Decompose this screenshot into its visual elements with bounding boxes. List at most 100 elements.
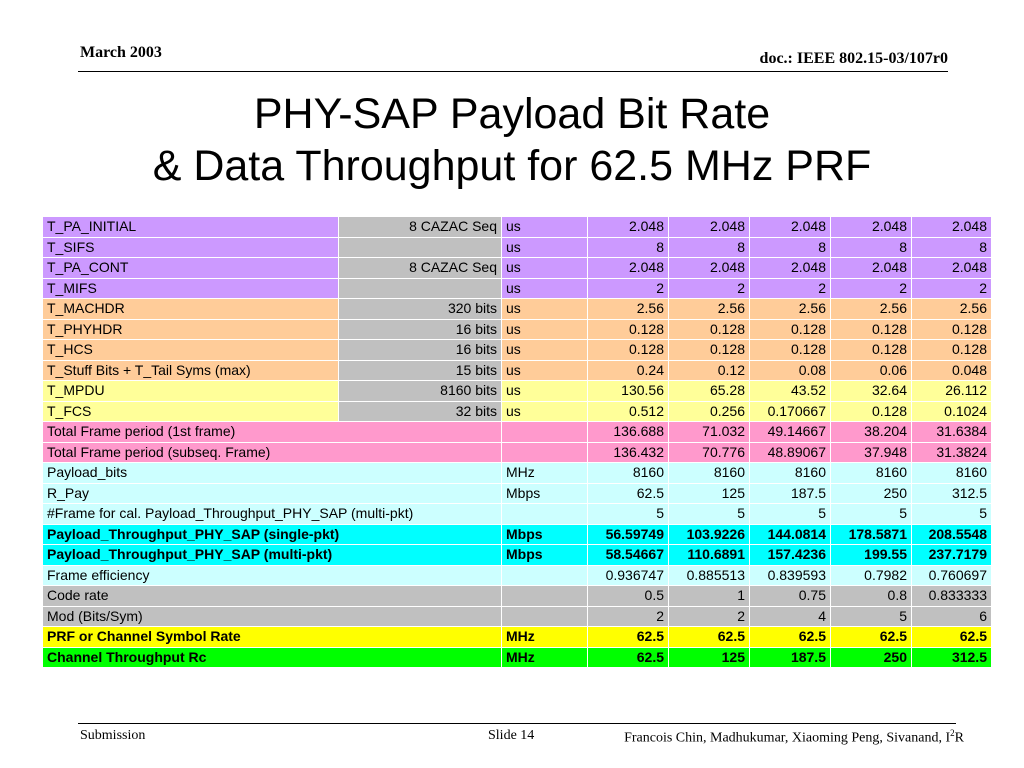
row-value: 2 [668, 605, 750, 627]
table-row: T_SIFS us 8 8 8 8 8 [42, 236, 992, 258]
row-value: 37.948 [830, 441, 912, 463]
row-value: 312.5 [911, 482, 992, 504]
row-value: 0.12 [668, 359, 750, 381]
row-value: 136.688 [587, 421, 669, 443]
row-unit [501, 605, 588, 627]
table-row: PRF or Channel Symbol Rate MHz 62.5 62.5 62.… [42, 626, 992, 648]
row-value: 8160 [749, 462, 831, 484]
row-value: 2.048 [587, 216, 669, 238]
row-value: 8 [668, 236, 750, 258]
throughput-table: T_PA_INITIAL 8 CAZAC Seq us 2.048 2.048 2.048… [42, 216, 992, 668]
row-bits: 15 bits [338, 359, 502, 381]
row-label: R_Pay [42, 482, 502, 504]
row-unit: us [501, 236, 588, 258]
footer-authors: Francois Chin, Madhukumar, Xiaoming Peng… [624, 728, 964, 747]
row-value: 0.170667 [749, 400, 831, 422]
row-value: 8 [911, 236, 992, 258]
table-row: T_FCS 32 bits us 0.512 0.256 0.170667 0.128 0.1… [42, 400, 992, 422]
row-value: 65.28 [668, 380, 750, 402]
table-row: T_PA_CONT 8 CAZAC Seq us 2.048 2.048 2.048 2.0… [42, 257, 992, 279]
row-bits: 32 bits [338, 400, 502, 422]
row-value: 0.75 [749, 585, 831, 607]
row-value: 2.048 [830, 216, 912, 238]
row-value: 32.64 [830, 380, 912, 402]
row-value: 58.54667 [587, 544, 669, 566]
row-label: T_FCS [42, 400, 339, 422]
row-value: 250 [830, 646, 912, 668]
row-unit: us [501, 318, 588, 340]
row-label: T_MACHDR [42, 298, 339, 320]
row-value: 62.5 [587, 482, 669, 504]
footer-authors-end: R [954, 730, 964, 746]
row-value: 2.56 [911, 298, 992, 320]
row-value: 0.7982 [830, 564, 912, 586]
row-value: 125 [668, 482, 750, 504]
row-value: 0.512 [587, 400, 669, 422]
row-unit [501, 441, 588, 463]
row-value: 62.5 [587, 626, 669, 648]
table-row: T_MPDU 8160 bits us 130.56 65.28 43.52 32.64 26… [42, 380, 992, 402]
table-row: Mod (Bits/Sym) 2 2 4 5 6 [42, 605, 992, 627]
row-label: T_PA_INITIAL [42, 216, 339, 238]
row-value: 2.56 [668, 298, 750, 320]
row-value: 144.0814 [749, 523, 831, 545]
row-unit: us [501, 380, 588, 402]
table-row: Payload_Throughput_PHY_SAP (single-pkt) M… [42, 523, 992, 545]
row-value: 0.048 [911, 359, 992, 381]
row-value: 0.128 [668, 318, 750, 340]
row-value: 2.048 [749, 216, 831, 238]
row-value: 110.6891 [668, 544, 750, 566]
row-value: 2.048 [749, 257, 831, 279]
row-value: 0.885513 [668, 564, 750, 586]
row-bits: 8 CAZAC Seq [338, 216, 502, 238]
row-label: #Frame for cal. Payload_Throughput_PHY_S… [42, 503, 502, 525]
row-value: 130.56 [587, 380, 669, 402]
row-value: 187.5 [749, 482, 831, 504]
row-bits [338, 236, 502, 258]
row-value: 0.833333 [911, 585, 992, 607]
row-value: 62.5 [749, 626, 831, 648]
row-label: T_MIFS [42, 277, 339, 299]
row-value: 31.3824 [911, 441, 992, 463]
table-row: T_Stuff Bits + T_Tail Syms (max) 15 bits u… [42, 359, 992, 381]
row-value: 2.56 [587, 298, 669, 320]
row-unit: Mbps [501, 523, 588, 545]
row-value: 5 [830, 605, 912, 627]
row-value: 312.5 [911, 646, 992, 668]
row-label: T_PHYHDR [42, 318, 339, 340]
row-value: 0.24 [587, 359, 669, 381]
row-bits: 16 bits [338, 339, 502, 361]
table-row: Total Frame period (subseq. Frame) 136.43… [42, 441, 992, 463]
row-value: 187.5 [749, 646, 831, 668]
row-value: 8160 [911, 462, 992, 484]
row-value: 136.432 [587, 441, 669, 463]
footer-authors-superscript: 2 [950, 728, 955, 738]
row-value: 2.048 [668, 257, 750, 279]
row-label: T_PA_CONT [42, 257, 339, 279]
row-value: 6 [911, 605, 992, 627]
row-label: Payload_bits [42, 462, 502, 484]
row-value: 71.032 [668, 421, 750, 443]
row-unit: MHz [501, 646, 588, 668]
row-value: 8 [830, 236, 912, 258]
row-value: 8160 [587, 462, 669, 484]
row-label: Frame efficiency [42, 564, 502, 586]
footer-divider [78, 723, 956, 724]
row-value: 2 [830, 277, 912, 299]
footer-authors-main: Francois Chin, Madhukumar, Xiaoming Peng… [624, 730, 951, 746]
slide-title-line-2: & Data Throughput for 62.5 MHz PRF [152, 142, 872, 190]
row-label: T_Stuff Bits + T_Tail Syms (max) [42, 359, 339, 381]
slide-title-line-1: PHY-SAP Payload Bit Rate [253, 90, 771, 138]
footer-submission: Submission [80, 728, 146, 743]
row-value: 0.839593 [749, 564, 831, 586]
row-value: 0.128 [830, 339, 912, 361]
row-label: Code rate [42, 585, 502, 607]
row-value: 5 [587, 503, 669, 525]
row-unit [501, 564, 588, 586]
row-value: 0.256 [668, 400, 750, 422]
row-value: 2.56 [830, 298, 912, 320]
table-row: T_MIFS us 2 2 2 2 2 [42, 277, 992, 299]
table-row: T_PHYHDR 16 bits us 0.128 0.128 0.128 0.128 0.1… [42, 318, 992, 340]
table-row: T_MACHDR 320 bits us 2.56 2.56 2.56 2.56 2.56 [42, 298, 992, 320]
row-value: 237.7179 [911, 544, 992, 566]
